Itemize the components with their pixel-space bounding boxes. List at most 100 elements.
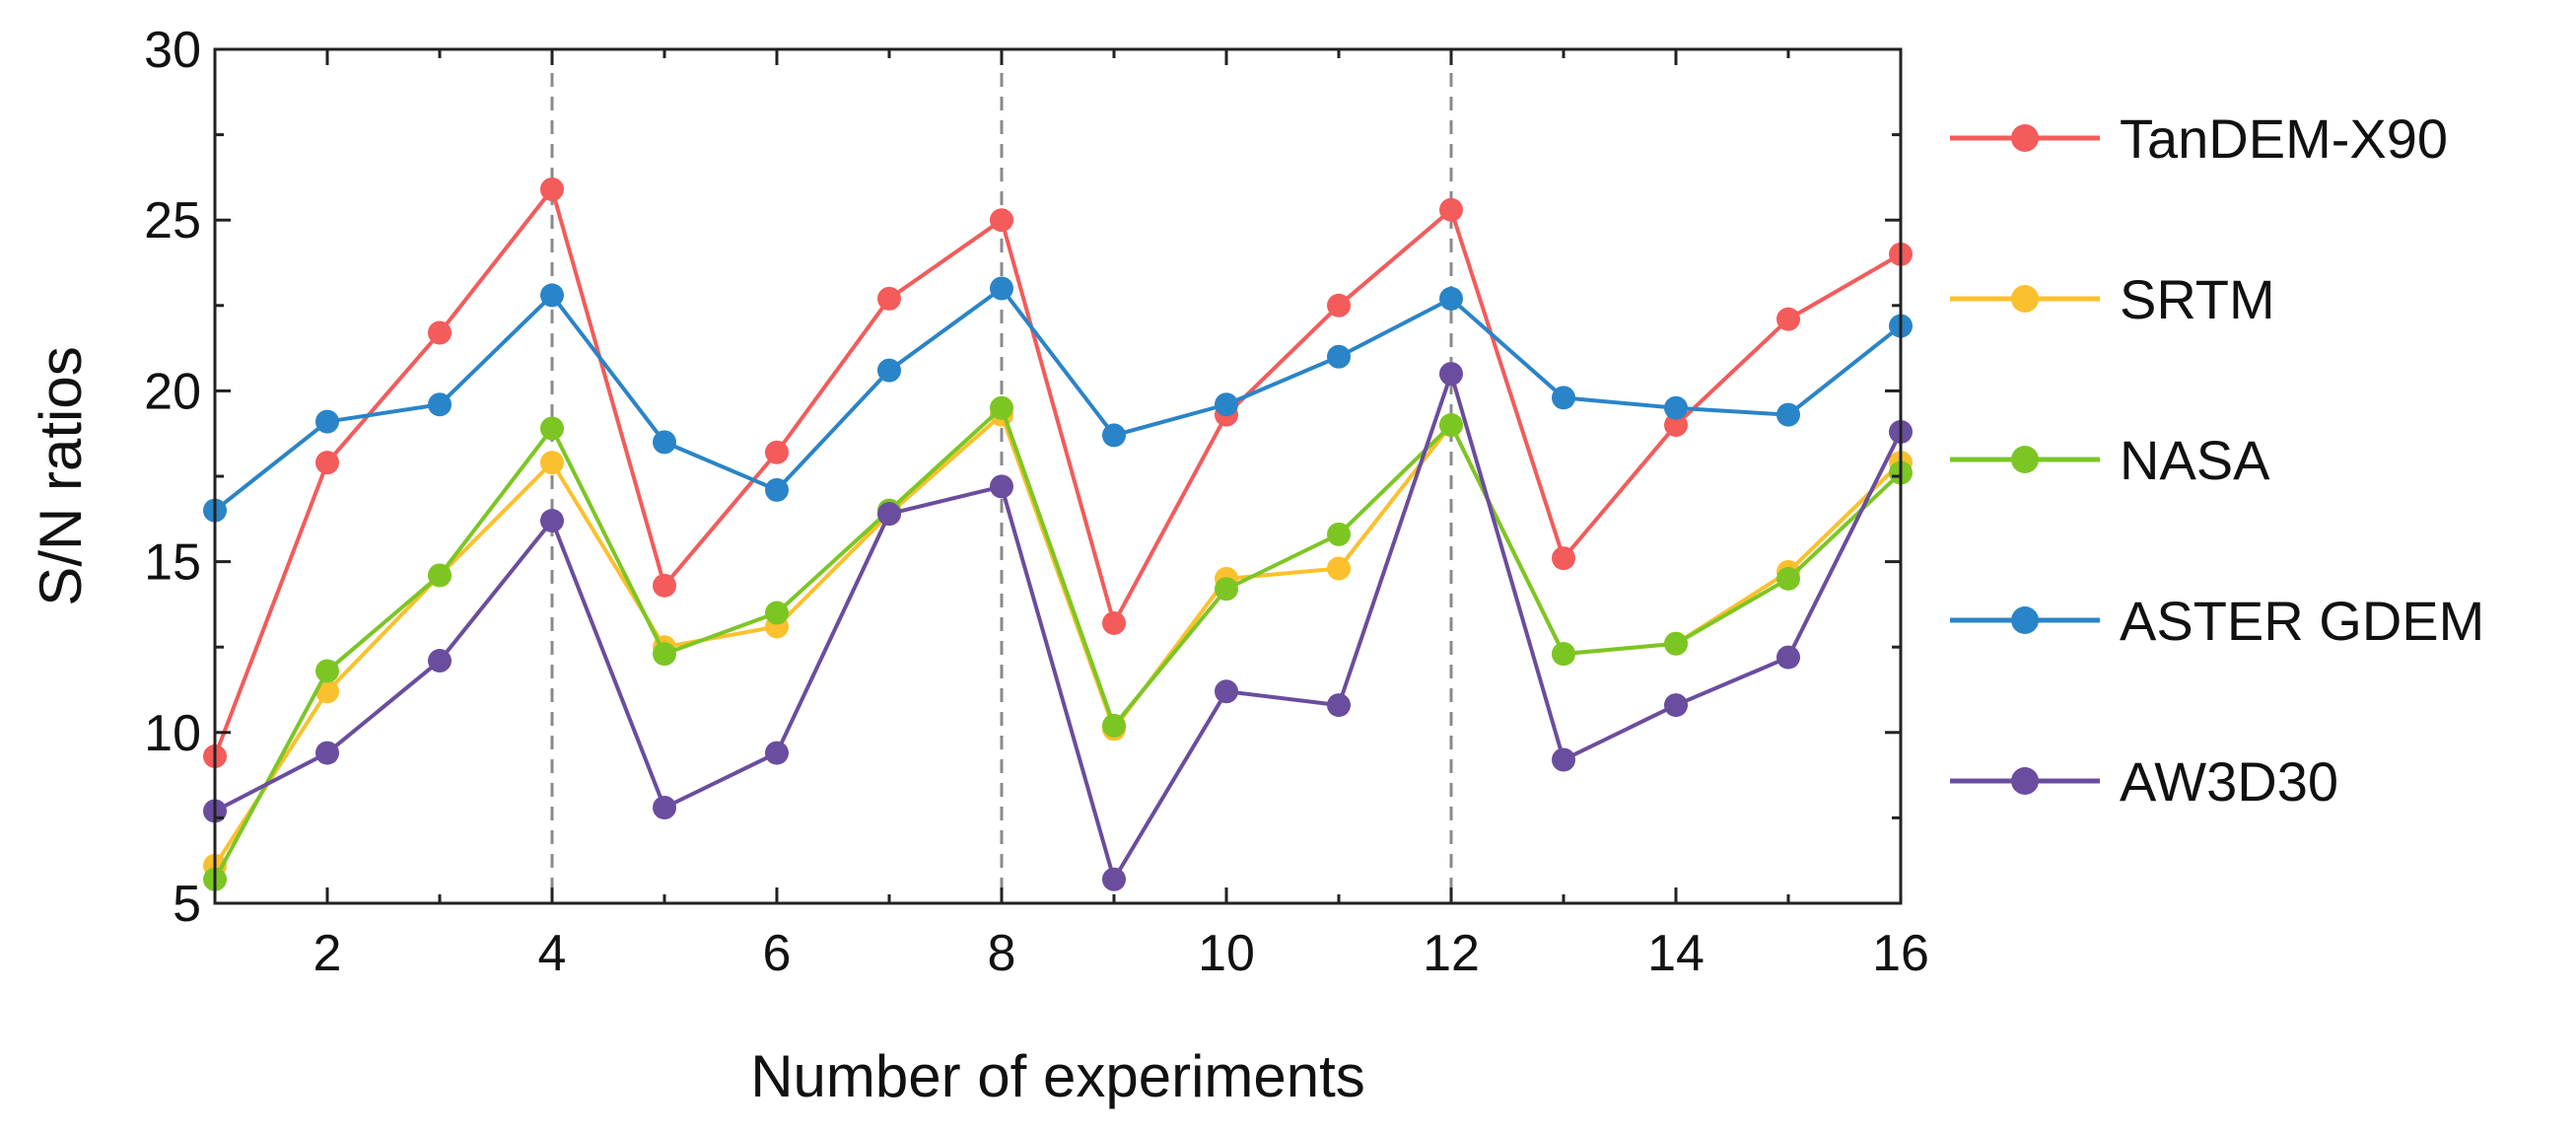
- data-point-nasa: [1102, 713, 1126, 738]
- x-tick-label: 6: [763, 925, 792, 982]
- legend-label-tandem-x90: TanDEM-X90: [2120, 107, 2448, 170]
- data-point-aster-gdem: [1776, 402, 1800, 427]
- x-tick-label: 14: [1647, 925, 1705, 982]
- data-point-aw3d30: [765, 741, 789, 765]
- data-point-nasa: [990, 395, 1013, 420]
- legend-item-srtm: SRTM: [1950, 268, 2275, 330]
- data-point-nasa: [653, 642, 676, 667]
- data-point-aw3d30: [990, 474, 1013, 499]
- legend-item-tandem-x90: TanDEM-X90: [1950, 107, 2448, 170]
- data-point-srtm: [540, 451, 564, 475]
- y-axis-title: S/N ratios: [28, 346, 94, 605]
- y-tick-label: 15: [144, 534, 201, 592]
- data-point-aw3d30: [428, 649, 452, 673]
- data-point-tandem-x90: [877, 286, 901, 311]
- legend-label-nasa: NASA: [2120, 429, 2270, 491]
- series-group: [203, 177, 1913, 891]
- data-point-tandem-x90: [653, 573, 676, 598]
- data-point-aster-gdem: [428, 392, 452, 417]
- data-point-tandem-x90: [1776, 307, 1800, 331]
- series-tandem-x90: [203, 177, 1913, 769]
- data-point-tandem-x90: [1664, 413, 1688, 438]
- data-point-nasa: [1552, 642, 1575, 667]
- data-point-nasa: [1439, 413, 1463, 438]
- data-point-aster-gdem: [1439, 286, 1463, 311]
- x-axis: 2 4 6 8 10 12 14 16: [213, 49, 1929, 982]
- data-point-aster-gdem: [540, 283, 564, 308]
- data-point-aw3d30: [1215, 679, 1238, 704]
- data-point-nasa: [765, 601, 789, 625]
- data-point-aster-gdem: [877, 358, 901, 383]
- series-line-tandem-x90: [213, 187, 1902, 757]
- x-tick-label: 4: [538, 925, 567, 982]
- legend-item-aster-gdem: ASTER GDEM: [1950, 590, 2484, 652]
- data-point-aw3d30: [1102, 867, 1126, 891]
- data-point-aw3d30: [540, 509, 564, 533]
- data-point-tandem-x90: [765, 440, 789, 464]
- data-point-tandem-x90: [990, 208, 1013, 233]
- x-tick-label: 8: [988, 925, 1016, 982]
- data-point-aw3d30: [1776, 645, 1800, 670]
- y-tick-label: 10: [144, 705, 201, 762]
- legend-item-aw3d30: AW3D30: [1950, 750, 2338, 813]
- data-point-tandem-x90: [1102, 610, 1126, 635]
- data-point-aster-gdem: [1552, 386, 1575, 410]
- y-tick-label: 5: [173, 876, 201, 933]
- data-point-tandem-x90: [540, 177, 564, 202]
- y-tick-label: 20: [144, 363, 201, 420]
- data-point-nasa: [540, 416, 564, 441]
- series-line-aster-gdem: [213, 286, 1903, 513]
- data-point-nasa: [1664, 631, 1688, 656]
- data-point-nasa: [1327, 522, 1351, 546]
- data-point-aster-gdem: [765, 477, 789, 502]
- y-tick-label: 25: [144, 192, 201, 249]
- legend: TanDEM-X90 SRTM NASA ASTER GDEM AW3D30: [1950, 107, 2484, 813]
- legend-marker-aster-gdem: [2011, 606, 2039, 634]
- data-point-aster-gdem: [1664, 395, 1688, 420]
- data-point-aster-gdem: [1327, 344, 1351, 369]
- legend-marker-srtm: [2011, 285, 2039, 313]
- legend-item-nasa: NASA: [1950, 429, 2270, 491]
- data-point-aster-gdem: [1102, 423, 1126, 448]
- legend-label-srtm: SRTM: [2120, 268, 2275, 330]
- data-point-aw3d30: [1439, 362, 1463, 387]
- x-tick-label: 2: [313, 925, 342, 982]
- y-tick-label: 30: [144, 22, 201, 79]
- legend-marker-nasa: [2011, 446, 2039, 473]
- data-point-nasa: [1776, 566, 1800, 591]
- data-point-aw3d30: [1664, 693, 1688, 718]
- data-point-aster-gdem: [315, 409, 339, 434]
- data-point-tandem-x90: [1327, 293, 1351, 318]
- legend-label-aw3d30: AW3D30: [2120, 750, 2338, 813]
- data-point-aster-gdem: [653, 430, 676, 455]
- data-point-aw3d30: [653, 796, 676, 820]
- legend-marker-tandem-x90: [2011, 124, 2039, 152]
- series-aw3d30: [203, 362, 1913, 891]
- data-point-nasa: [315, 659, 339, 683]
- x-axis-title: Number of experiments: [750, 1043, 1365, 1109]
- y-axis: 5 10 15 20 25 30: [144, 22, 1901, 933]
- data-point-tandem-x90: [1552, 546, 1575, 571]
- data-point-aster-gdem: [1215, 392, 1238, 417]
- x-tick-label: 12: [1423, 925, 1480, 982]
- data-point-tandem-x90: [1439, 197, 1463, 222]
- data-point-tandem-x90: [428, 320, 452, 345]
- data-point-nasa: [1215, 577, 1238, 602]
- legend-label-aster-gdem: ASTER GDEM: [2120, 590, 2484, 652]
- series-line-nasa: [213, 405, 1903, 881]
- x-tick-label: 16: [1872, 925, 1929, 982]
- data-point-aw3d30: [877, 502, 901, 527]
- legend-marker-aw3d30: [2011, 767, 2039, 795]
- data-point-aw3d30: [315, 741, 339, 765]
- data-point-srtm: [1327, 556, 1351, 581]
- data-point-nasa: [428, 563, 452, 588]
- series-line-aw3d30: [214, 372, 1903, 882]
- data-point-aster-gdem: [990, 276, 1013, 301]
- data-point-aw3d30: [1327, 693, 1351, 718]
- x-tick-label: 10: [1198, 925, 1255, 982]
- series-aster-gdem: [203, 276, 1913, 523]
- data-point-tandem-x90: [315, 451, 339, 475]
- data-point-aw3d30: [1552, 747, 1575, 772]
